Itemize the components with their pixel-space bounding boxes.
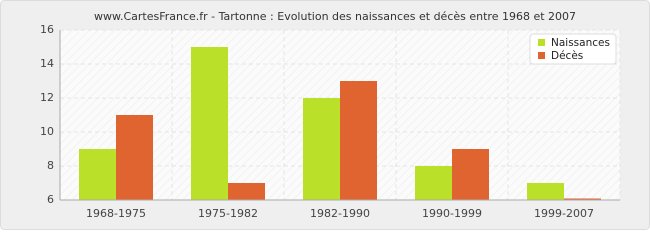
- bar: [228, 183, 265, 200]
- legend-label: Décès: [551, 50, 583, 62]
- bar: [564, 198, 601, 200]
- bar: [191, 47, 228, 200]
- chart: www.CartesFrance.fr - Tartonne : Evoluti…: [0, 0, 650, 230]
- legend-swatch: [538, 39, 545, 46]
- y-tick-label: 14: [40, 57, 54, 70]
- x-tick-label: 1975-1982: [198, 207, 258, 220]
- y-tick-label: 10: [40, 125, 54, 138]
- x-tick-label: 1982-1990: [310, 207, 370, 220]
- y-tick-label: 8: [47, 159, 54, 172]
- y-tick-label: 6: [47, 193, 54, 206]
- bar: [116, 115, 153, 200]
- legend-swatch: [538, 52, 545, 59]
- x-tick-label: 1990-1999: [422, 207, 482, 220]
- legend-label: Naissances: [551, 37, 610, 49]
- x-tick-label: 1968-1975: [86, 207, 146, 220]
- y-tick-label: 16: [40, 23, 54, 36]
- bar: [452, 149, 489, 200]
- bar: [303, 98, 340, 200]
- legend-box: [529, 33, 617, 65]
- x-tick-label: 1999-2007: [534, 207, 594, 220]
- chart-title: www.CartesFrance.fr - Tartonne : Evoluti…: [94, 10, 576, 23]
- bar: [340, 81, 377, 200]
- bar: [79, 149, 116, 200]
- bar: [527, 183, 564, 200]
- y-tick-label: 12: [40, 91, 54, 104]
- bar: [415, 166, 452, 200]
